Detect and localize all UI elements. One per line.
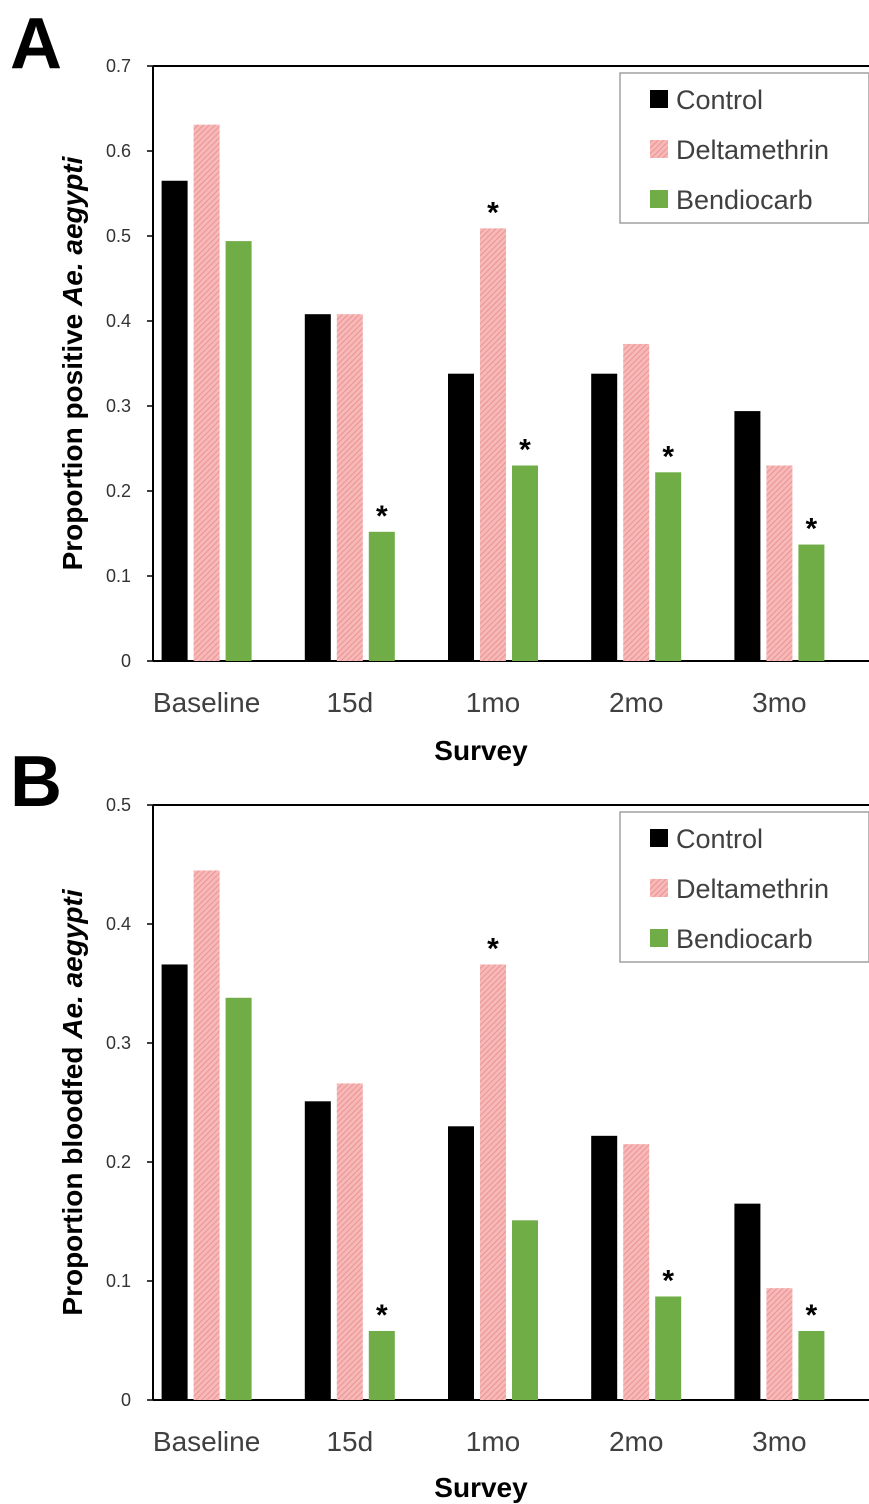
significance-marker: *: [487, 932, 499, 965]
bar-bendiocarb-3mo: [798, 544, 825, 661]
bar-deltamethrin-1mo: [480, 964, 506, 1400]
y-tick-label: 0.1: [106, 1271, 131, 1291]
bar-bendiocarb-15d: [368, 1330, 395, 1400]
y-tick-label: 0.7: [106, 56, 131, 76]
y-tick-label: 0.3: [106, 1033, 131, 1053]
legend-swatch-bendiocarb: [650, 190, 668, 208]
bar-control-2mo: [591, 373, 618, 661]
bar-bendiocarb-15d: [368, 531, 395, 661]
bar-deltamethrin-baseline: [193, 124, 220, 661]
x-category-label: 3mo: [752, 687, 806, 718]
significance-marker: *: [376, 1299, 388, 1332]
significance-marker: *: [662, 1264, 674, 1297]
y-axis-title-species: Ae. aegypti: [57, 888, 88, 1040]
y-tick-label: 0.6: [106, 141, 131, 161]
bar-control-2mo: [591, 1135, 618, 1400]
bar-control-3mo: [734, 1203, 761, 1400]
bar-bendiocarb-2mo: [655, 472, 682, 661]
bar-bendiocarb-baseline: [225, 997, 252, 1400]
x-category-label: 1mo: [466, 1426, 520, 1457]
x-category-label: 2mo: [609, 1426, 663, 1457]
y-tick-label: 0.2: [106, 1152, 131, 1172]
legend: Control Deltamethrin Bendiocarb: [619, 72, 869, 224]
x-category-label: 1mo: [466, 687, 520, 718]
bar-control-1mo: [448, 373, 474, 661]
y-tick-label: 0.3: [106, 396, 131, 416]
legend: Control Deltamethrin Bendiocarb: [619, 811, 869, 963]
bar-bendiocarb-1mo: [512, 1220, 538, 1400]
bar-deltamethrin-3mo: [766, 1288, 793, 1400]
panel-a-chart: 0 0.1 0.2 0.3 0.4 0.5 0.6 0.7 * * * * * Baseline 15d 1m…: [57, 56, 869, 766]
y-axis-title: Proportion bloodfed Ae. aegypti: [57, 888, 88, 1315]
bar-bendiocarb-3mo: [798, 1330, 825, 1400]
significance-marker: *: [806, 1299, 818, 1332]
legend-swatch-control: [650, 829, 668, 847]
y-tick-label: 0.5: [106, 226, 131, 246]
x-category-label: 15d: [326, 1426, 373, 1457]
x-category-label: 2mo: [609, 687, 663, 718]
legend-label-control: Control: [676, 824, 763, 854]
y-axis-title-species: Ae. aegypti: [57, 155, 88, 307]
legend-swatch-bendiocarb: [650, 929, 668, 947]
legend-label-deltamethrin: Deltamethrin: [676, 874, 829, 904]
y-tick-label: 0: [121, 651, 131, 671]
significance-marker: *: [376, 500, 388, 533]
panel-letter-a: A: [10, 4, 62, 84]
y-tick-label: 0: [121, 1390, 131, 1410]
x-category-label: Baseline: [153, 687, 260, 718]
bar-deltamethrin-2mo: [623, 343, 650, 661]
y-axis-title-prefix: Proportion positive: [57, 306, 88, 570]
bar-control-3mo: [734, 411, 761, 661]
y-axis-title: Proportion positive Ae. aegypti: [57, 155, 88, 570]
y-tick-label: 0.4: [106, 311, 131, 331]
x-category-label: Baseline: [153, 1426, 260, 1457]
y-axis-title-prefix: Proportion bloodfed: [57, 1039, 88, 1316]
bar-control-baseline: [161, 964, 188, 1400]
y-tick-label: 0.2: [106, 481, 131, 501]
x-axis-title: Survey: [434, 1472, 528, 1503]
legend-swatch-deltamethrin: [650, 879, 668, 897]
legend-swatch-deltamethrin: [650, 140, 668, 158]
bar-bendiocarb-baseline: [225, 241, 252, 661]
panel-letter-b: B: [10, 742, 62, 822]
bar-control-15d: [304, 314, 331, 661]
significance-marker: *: [519, 434, 531, 467]
x-category-label: 3mo: [752, 1426, 806, 1457]
y-tick-label: 0.1: [106, 566, 131, 586]
y-tick-label: 0.5: [106, 795, 131, 815]
bar-deltamethrin-2mo: [623, 1144, 650, 1400]
significance-marker: *: [662, 440, 674, 473]
bar-deltamethrin-15d: [336, 314, 363, 661]
bar-deltamethrin-1mo: [480, 228, 506, 661]
legend-swatch-control: [650, 90, 668, 108]
bar-control-baseline: [161, 180, 188, 661]
legend-label-deltamethrin: Deltamethrin: [676, 135, 829, 165]
panel-b-chart: 0 0.1 0.2 0.3 0.4 0.5 * * * * Baseline 15d 1mo 2mo 3mo…: [57, 795, 869, 1503]
legend-label-bendiocarb: Bendiocarb: [676, 924, 813, 954]
bar-bendiocarb-2mo: [655, 1296, 682, 1400]
bar-deltamethrin-3mo: [766, 465, 793, 661]
bar-control-15d: [304, 1101, 331, 1400]
legend-label-control: Control: [676, 85, 763, 115]
significance-marker: *: [487, 196, 499, 229]
x-category-label: 15d: [326, 687, 373, 718]
bar-deltamethrin-15d: [336, 1083, 363, 1400]
bar-deltamethrin-baseline: [193, 870, 220, 1400]
x-axis-title: Survey: [434, 735, 528, 766]
y-tick-label: 0.4: [106, 914, 131, 934]
bar-bendiocarb-1mo: [512, 465, 538, 661]
bar-control-1mo: [448, 1126, 474, 1400]
legend-label-bendiocarb: Bendiocarb: [676, 185, 813, 215]
significance-marker: *: [806, 513, 818, 546]
